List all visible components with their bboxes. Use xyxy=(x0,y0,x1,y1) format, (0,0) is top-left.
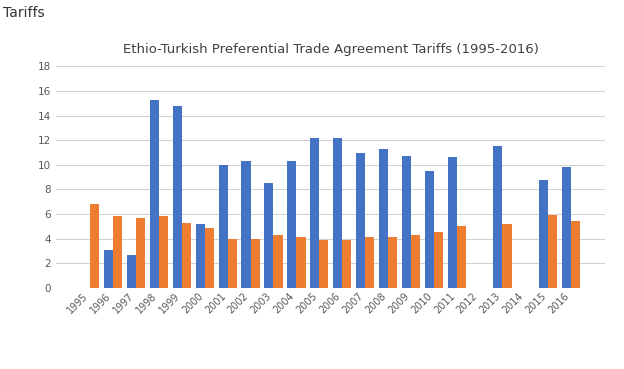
Bar xyxy=(251,239,260,288)
Bar xyxy=(241,161,251,288)
Bar xyxy=(539,180,548,288)
Bar xyxy=(150,100,159,288)
Bar xyxy=(159,217,168,288)
Title: Ethio-Turkish Preferential Trade Agreement Tariffs (1995-2016): Ethio-Turkish Preferential Trade Agreeme… xyxy=(123,42,539,55)
Text: Tariffs: Tariffs xyxy=(3,6,45,20)
Bar xyxy=(411,235,420,288)
Bar xyxy=(319,240,328,288)
Bar xyxy=(447,158,457,288)
Bar xyxy=(182,223,191,288)
Bar xyxy=(136,218,145,288)
Bar xyxy=(502,224,512,288)
Bar xyxy=(342,240,351,288)
Bar xyxy=(273,235,283,288)
Bar xyxy=(195,224,205,288)
Bar xyxy=(205,228,214,288)
Bar xyxy=(424,171,434,288)
Bar xyxy=(104,250,113,288)
Bar xyxy=(218,165,228,288)
Bar xyxy=(296,237,306,288)
Bar xyxy=(333,138,342,288)
Bar xyxy=(173,106,182,288)
Bar xyxy=(494,146,502,288)
Bar xyxy=(548,215,557,288)
Bar xyxy=(356,152,365,288)
Bar xyxy=(265,183,273,288)
Bar xyxy=(379,149,388,288)
Bar xyxy=(434,232,443,288)
Bar xyxy=(402,156,411,288)
Bar xyxy=(365,237,374,288)
Bar xyxy=(287,161,296,288)
Bar xyxy=(127,255,136,288)
Bar xyxy=(388,237,397,288)
Bar xyxy=(113,217,122,288)
Bar xyxy=(90,204,99,288)
Bar xyxy=(228,239,237,288)
Bar xyxy=(562,167,571,288)
Bar xyxy=(457,226,466,288)
Bar xyxy=(571,221,580,288)
Bar xyxy=(310,138,319,288)
